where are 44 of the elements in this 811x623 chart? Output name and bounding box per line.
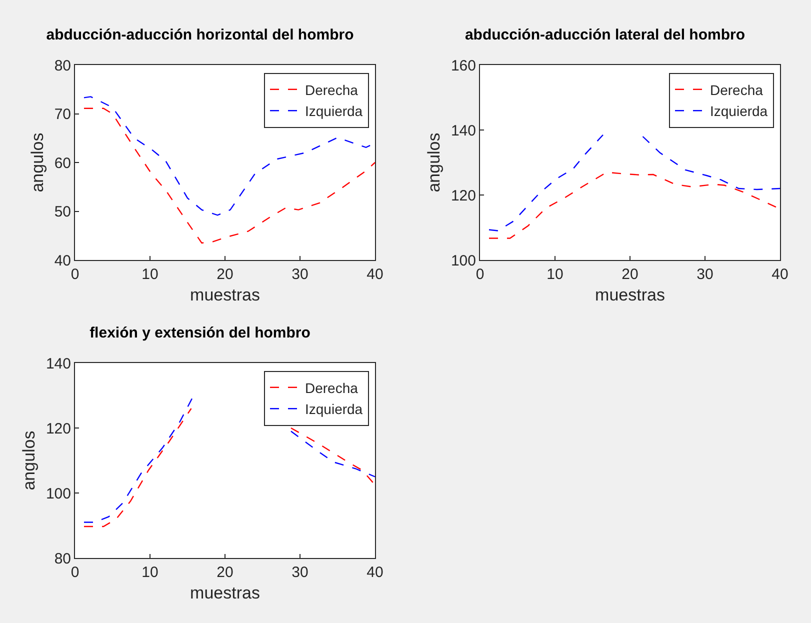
x-tick-label: 10 — [546, 266, 564, 283]
y-tick-label: 140 — [450, 122, 476, 140]
chart-title: abducción-aducción lateral del hombro — [464, 26, 746, 44]
x-axis-title: muestras — [190, 285, 260, 304]
legend-label: Derecha — [305, 380, 358, 396]
y-tick-label: 80 — [54, 57, 71, 74]
y-axis-title: angulos — [20, 430, 39, 490]
x-tick-label: 30 — [292, 266, 308, 283]
y-tick-label: 50 — [54, 204, 71, 220]
y-axis-title: angulos — [424, 132, 444, 192]
x-tick-label: 0 — [70, 266, 80, 283]
y-tick-label: 100 — [450, 252, 476, 270]
legend-label: Izquierda — [305, 103, 363, 120]
y-tick-label: 60 — [54, 154, 71, 172]
legend-label: Izquierda — [710, 103, 768, 120]
y-tick-label: 160 — [450, 57, 476, 74]
x-tick-label: 30 — [292, 564, 308, 581]
x-axis-title: muestras — [190, 583, 260, 602]
y-axis-title: angulos — [28, 132, 47, 192]
y-tick-label: 120 — [46, 420, 71, 438]
chart-title: flexión y extensión del hombro — [90, 324, 310, 342]
line-series — [83, 108, 375, 244]
y-tick-label: 140 — [46, 355, 71, 372]
x-tick-label: 30 — [696, 266, 714, 283]
x-tick-label: 40 — [366, 564, 384, 581]
y-tick-label: 120 — [450, 187, 476, 204]
y-tick-label: 40 — [54, 252, 71, 270]
x-tick-label: 20 — [216, 564, 234, 581]
y-tick-label: 80 — [54, 550, 71, 568]
legend-label: Derecha — [305, 82, 358, 98]
y-tick-label: 100 — [46, 485, 71, 502]
x-tick-label: 40 — [772, 266, 788, 283]
legend-label: Izquierda — [305, 401, 363, 418]
x-tick-label: 10 — [142, 564, 158, 581]
x-tick-label: 20 — [216, 266, 234, 283]
x-tick-label: 20 — [622, 266, 638, 283]
x-tick-label: 10 — [142, 266, 158, 283]
y-tick-label: 70 — [54, 106, 71, 123]
x-tick-label: 0 — [70, 564, 80, 581]
x-tick-label: 0 — [476, 266, 484, 283]
x-axis-title: muestras — [595, 285, 665, 304]
x-tick-label: 40 — [366, 266, 384, 283]
legend-label: Derecha — [710, 82, 764, 98]
chart-title: abducción-aducción horizontal del hombro — [46, 26, 354, 44]
